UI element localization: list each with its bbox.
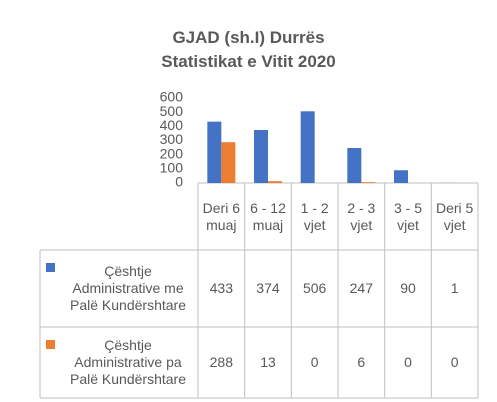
bar (268, 181, 282, 183)
bar (347, 148, 362, 183)
table-value: 13 (260, 354, 276, 370)
table-value: 6 (357, 354, 366, 370)
category-label: 3 - 5 vjet (393, 199, 422, 233)
category-label: Deri 6 muaj (202, 199, 240, 233)
y-tick-label: 600 (160, 89, 184, 105)
y-tick-label: 200 (160, 145, 184, 161)
bar (221, 142, 236, 183)
category-label: 6 - 12 muaj (250, 199, 286, 233)
table-value: 90 (400, 280, 416, 296)
y-tick-label: 0 (175, 174, 183, 190)
table-value: 1 (450, 280, 459, 296)
legend-label: Çështje Administrative pa Palë Kundërsht… (70, 337, 186, 387)
table-value: 433 (209, 280, 233, 296)
table-value: 247 (349, 280, 373, 296)
table-value: 0 (310, 354, 319, 370)
bar (361, 182, 376, 183)
y-tick-label: 300 (160, 131, 184, 147)
y-tick-label: 500 (160, 103, 184, 119)
chart-title: GJAD (sh.I) Durrës (172, 28, 325, 47)
bar (254, 130, 268, 183)
bar (207, 121, 222, 183)
category-label: Deri 5 vjet (435, 199, 474, 233)
category-label: 2 - 3 vjet (347, 199, 376, 233)
legend-swatch (46, 263, 55, 272)
y-tick-label: 100 (160, 160, 184, 176)
table-value: 0 (404, 354, 412, 370)
bar (394, 170, 408, 183)
legend-label: Çështje Administrative me Palë Kundërsht… (70, 263, 186, 313)
bar (300, 111, 315, 183)
category-label: 1 - 2 vjet (300, 199, 329, 233)
table-value: 0 (450, 354, 459, 370)
table-value: 374 (256, 280, 280, 296)
table-value: 288 (209, 354, 233, 370)
chart-subtitle: Statistikat e Vitit 2020 (161, 52, 336, 71)
legend-swatch (46, 340, 55, 349)
y-tick-label: 400 (160, 117, 184, 133)
table-value: 506 (302, 280, 327, 296)
